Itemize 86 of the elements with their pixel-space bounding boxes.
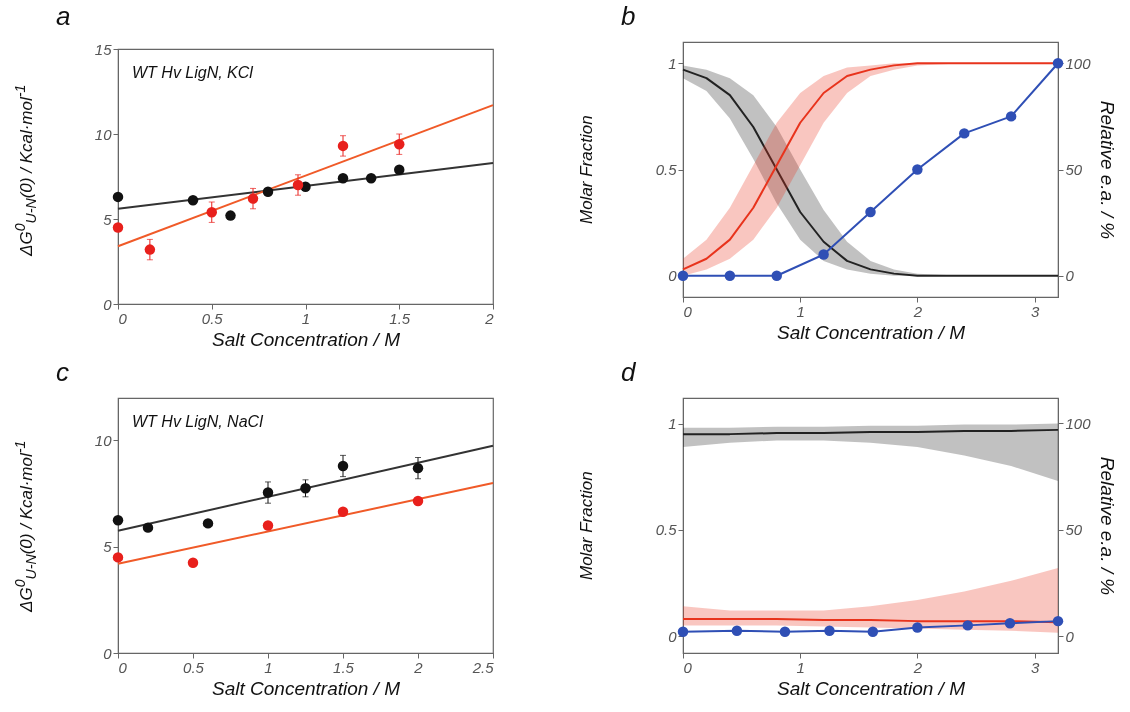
point xyxy=(677,270,689,281)
point xyxy=(292,179,304,191)
x-tick-label: 0 xyxy=(683,302,693,320)
y2-tick-label: 50 xyxy=(1065,161,1083,178)
x-tick-label: 0 xyxy=(118,309,128,327)
point xyxy=(394,164,405,175)
y2-axis-title: Relative e.a. / % xyxy=(1096,456,1118,596)
x-tick-label: 0.5 xyxy=(201,309,224,327)
point xyxy=(187,195,199,206)
point xyxy=(818,249,829,260)
y2-tick-label: 0 xyxy=(1065,627,1075,645)
point xyxy=(337,460,349,472)
x-tick-label: 1 xyxy=(301,309,311,327)
point xyxy=(206,206,217,218)
point xyxy=(300,483,311,494)
y-tick-label: 0 xyxy=(103,644,113,662)
y-tick-label: 15 xyxy=(94,40,113,58)
annotation: WT Hv LigN, NaCl xyxy=(132,413,264,430)
x-tick-label: 0 xyxy=(683,658,693,676)
x-tick-label: 2 xyxy=(912,658,923,676)
point xyxy=(112,222,124,233)
x-tick-label: 0.5 xyxy=(183,658,205,676)
point xyxy=(1005,111,1017,122)
point xyxy=(959,128,970,139)
x-tick-label: 2.5 xyxy=(471,658,495,676)
y-tick-label: 0 xyxy=(668,627,678,645)
point xyxy=(144,244,156,255)
y-axis-title: Molar Fraction xyxy=(577,470,597,583)
point xyxy=(337,506,349,517)
point xyxy=(247,193,259,204)
x-tick-label: 0 xyxy=(118,658,128,676)
x-tick-label: 1 xyxy=(264,658,273,676)
point xyxy=(412,495,424,507)
y2-tick-label: 100 xyxy=(1065,54,1092,72)
point xyxy=(142,522,154,533)
point xyxy=(262,520,274,531)
chart-title: c xyxy=(56,357,69,387)
point xyxy=(724,270,736,281)
chart-title: b xyxy=(621,1,636,31)
x-tick-label: 2 xyxy=(413,658,424,676)
x-axis-title: Salt Concentration / M xyxy=(212,328,401,350)
y-tick-label: 5 xyxy=(103,538,113,556)
point xyxy=(394,138,405,150)
y-tick-label: 10 xyxy=(94,125,113,143)
point xyxy=(112,552,124,563)
y-tick-label: 1 xyxy=(668,415,677,432)
x-tick-label: 1 xyxy=(796,302,805,320)
point xyxy=(337,172,349,184)
y-axis-title: Molar Fraction xyxy=(577,114,597,227)
x-axis-title: Salt Concentration / M xyxy=(212,677,401,699)
point xyxy=(262,186,274,198)
x-tick-label: 1 xyxy=(796,658,805,676)
y-tick-label: 10 xyxy=(94,432,113,449)
x-tick-label: 2 xyxy=(912,302,923,320)
y2-tick-label: 50 xyxy=(1065,521,1083,539)
point xyxy=(771,270,782,281)
y-tick-label: 0 xyxy=(668,267,678,285)
point xyxy=(112,191,124,203)
y-tick-label: 5 xyxy=(103,210,113,228)
point xyxy=(412,462,424,474)
x-tick-label: 1.5 xyxy=(389,309,411,327)
point xyxy=(187,557,199,568)
y-tick-label: 0.5 xyxy=(655,521,678,539)
y-tick-label: 1 xyxy=(668,54,677,72)
chart-title: d xyxy=(621,357,637,387)
y2-tick-label: 100 xyxy=(1065,415,1092,432)
point xyxy=(365,172,377,184)
y2-axis-title: Relative e.a. / % xyxy=(1096,100,1118,240)
y-tick-label: 0.5 xyxy=(655,161,678,178)
x-axis-title: Salt Concentration / M xyxy=(777,321,966,343)
x-tick-label: 2 xyxy=(484,309,495,327)
x-tick-label: 3 xyxy=(1030,658,1040,676)
x-tick-label: 1.5 xyxy=(333,658,355,676)
point xyxy=(202,518,214,529)
point xyxy=(112,514,124,526)
point xyxy=(337,140,349,152)
chart-title: a xyxy=(56,1,71,31)
point xyxy=(912,164,923,175)
point xyxy=(1052,58,1064,69)
x-axis-title: Salt Concentration / M xyxy=(777,677,966,699)
point xyxy=(865,206,876,218)
annotation: WT Hv LigN, KCl xyxy=(132,64,254,81)
x-tick-label: 3 xyxy=(1030,302,1040,320)
point xyxy=(225,210,236,221)
y2-tick-label: 0 xyxy=(1065,267,1075,285)
point xyxy=(262,487,274,498)
